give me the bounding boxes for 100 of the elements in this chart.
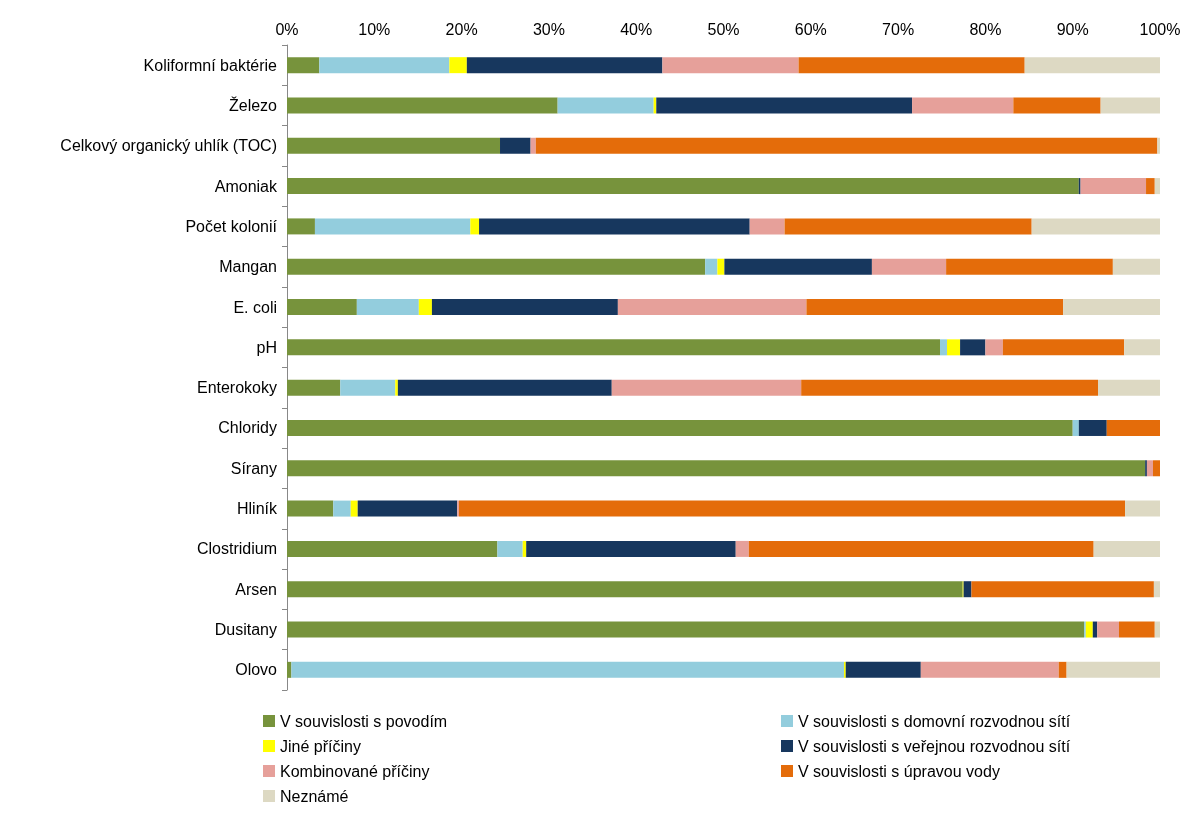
bar	[662, 57, 799, 74]
bar	[356, 299, 419, 316]
y-tick-label: Enterokoky	[196, 379, 277, 397]
bar	[287, 97, 558, 114]
bar	[717, 258, 725, 275]
bar	[287, 178, 1079, 195]
bar	[1092, 621, 1098, 638]
bar	[530, 137, 536, 154]
bar	[431, 299, 618, 316]
y-tick-label: Olovo	[235, 661, 278, 679]
y-tick-label: Hliník	[236, 500, 278, 518]
y-tick-label: Chloridy	[218, 419, 277, 437]
bar	[617, 299, 807, 316]
x-tick-label: 30%	[532, 20, 565, 38]
bar	[1066, 661, 1160, 678]
bar	[458, 500, 1126, 517]
bar	[479, 218, 750, 235]
y-tick-label: pH	[256, 338, 277, 356]
x-tick-label: 40%	[620, 20, 653, 38]
bar	[705, 258, 718, 275]
bar	[287, 137, 501, 154]
bar	[1153, 581, 1160, 598]
bar	[287, 540, 498, 557]
bar	[1072, 419, 1079, 436]
bar	[287, 581, 963, 598]
bar	[466, 57, 663, 74]
bar	[287, 500, 334, 517]
bar	[801, 379, 1099, 396]
legend-label: Jiné příčiny	[280, 737, 361, 755]
y-tick-label: E. coli	[233, 298, 277, 316]
bar	[845, 661, 921, 678]
bar	[1098, 379, 1160, 396]
bar	[287, 258, 706, 275]
y-tick-label: Dusitany	[214, 621, 277, 639]
bar	[1093, 540, 1160, 557]
bar	[656, 97, 913, 114]
bar	[1031, 218, 1160, 235]
x-tick-label: 60%	[794, 20, 827, 38]
bar	[1106, 419, 1160, 436]
bar	[920, 661, 1059, 678]
bar	[735, 540, 749, 557]
bar	[287, 57, 320, 74]
y-tick-label: Arsen	[235, 580, 277, 598]
bar	[333, 500, 351, 517]
bar	[1124, 339, 1160, 356]
x-tick-label: 0%	[275, 20, 299, 38]
bar	[1112, 258, 1160, 275]
y-tick-label: Mangan	[219, 258, 277, 276]
bar	[350, 500, 358, 517]
y-tick-label: Clostridium	[196, 540, 277, 558]
bar	[1080, 178, 1147, 195]
bar	[291, 661, 844, 678]
bar	[724, 258, 872, 275]
bar	[395, 379, 398, 396]
y-tick-label: Koliformní baktérie	[143, 56, 278, 74]
bar	[748, 540, 1094, 557]
bar	[449, 57, 467, 74]
bar	[1097, 621, 1119, 638]
bar	[319, 57, 450, 74]
y-tick-label: Celkový organický uhlík (TOC)	[60, 137, 277, 155]
bar	[1058, 661, 1067, 678]
bar	[946, 339, 961, 356]
x-tick-label: 20%	[445, 20, 478, 38]
bar	[1146, 178, 1155, 195]
bar	[946, 258, 1113, 275]
bar	[611, 379, 802, 396]
bar	[397, 379, 612, 396]
y-tick-label: Počet kolonií	[185, 217, 278, 235]
legend-label: V souvislosti s povodím	[280, 712, 448, 730]
bar	[1153, 460, 1160, 477]
bar	[1125, 500, 1160, 517]
bar	[1157, 137, 1160, 154]
bar	[500, 137, 531, 154]
bar	[1024, 57, 1160, 74]
bar	[287, 218, 315, 235]
legend-label: V souvislosti s domovní rozvodnou sítí	[798, 712, 1071, 730]
bar	[784, 218, 1032, 235]
x-tick-label: 50%	[707, 20, 740, 38]
bar	[287, 339, 940, 356]
bar	[1063, 299, 1160, 316]
bar	[940, 339, 947, 356]
bar	[497, 540, 523, 557]
bar	[287, 661, 292, 678]
bar	[1154, 178, 1160, 195]
bar	[314, 218, 471, 235]
bar	[287, 299, 357, 316]
bar	[1002, 339, 1125, 356]
bar	[340, 379, 396, 396]
y-tick-label: Amoniak	[214, 177, 278, 195]
bar	[871, 258, 947, 275]
x-tick-label: 70%	[882, 20, 915, 38]
y-tick-label: Sírany	[230, 459, 277, 477]
bar	[1154, 621, 1160, 638]
bar	[1085, 621, 1093, 638]
bar	[1100, 97, 1160, 114]
legend-label: V souvislosti s úpravou vody	[798, 762, 1000, 780]
x-tick-label: 10%	[358, 20, 391, 38]
y-tick-label: Železo	[228, 95, 278, 114]
bar	[287, 379, 341, 396]
bar	[749, 218, 785, 235]
